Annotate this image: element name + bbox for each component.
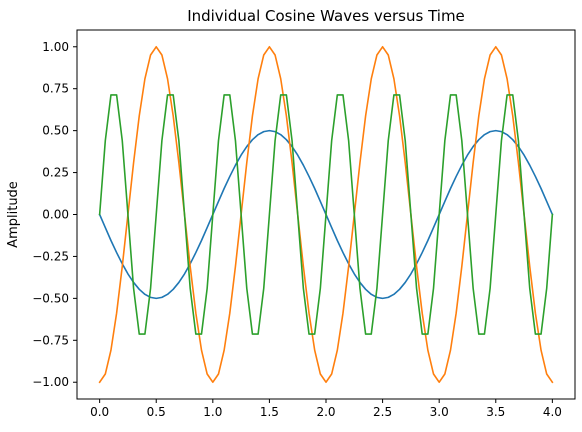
y-tick-label: −0.50	[32, 291, 69, 305]
y-tick-label: 0.00	[42, 208, 69, 222]
y-axis: −1.00 −0.75 −0.50 −0.25 0.00 0.25 0.50 0.75 1.00	[32, 40, 77, 389]
x-tick-label: 0.0	[90, 405, 109, 419]
y-tick-label: 1.00	[42, 40, 69, 54]
x-tick-label: 0.5	[147, 405, 166, 419]
x-tick-label: 2.5	[373, 405, 392, 419]
y-tick-label: −1.00	[32, 375, 69, 389]
x-tick-label: 3.5	[486, 405, 505, 419]
chart-title: Individual Cosine Waves versus Time	[187, 7, 465, 25]
y-tick-label: −0.75	[32, 333, 69, 347]
y-tick-label: 0.50	[42, 124, 69, 138]
y-tick-label: 0.25	[42, 166, 69, 180]
x-tick-label: 2.0	[316, 405, 335, 419]
x-tick-label: 3.0	[430, 405, 449, 419]
x-tick-label: 4.0	[543, 405, 562, 419]
y-tick-label: −0.25	[32, 249, 69, 263]
x-tick-label: 1.0	[203, 405, 222, 419]
y-axis-label: Amplitude	[6, 181, 21, 248]
x-tick-label: 1.5	[260, 405, 279, 419]
y-tick-label: 0.75	[42, 82, 69, 96]
x-axis: 0.0 0.5 1.0 1.5 2.0 2.5 3.0 3.5 4.0	[90, 399, 562, 419]
